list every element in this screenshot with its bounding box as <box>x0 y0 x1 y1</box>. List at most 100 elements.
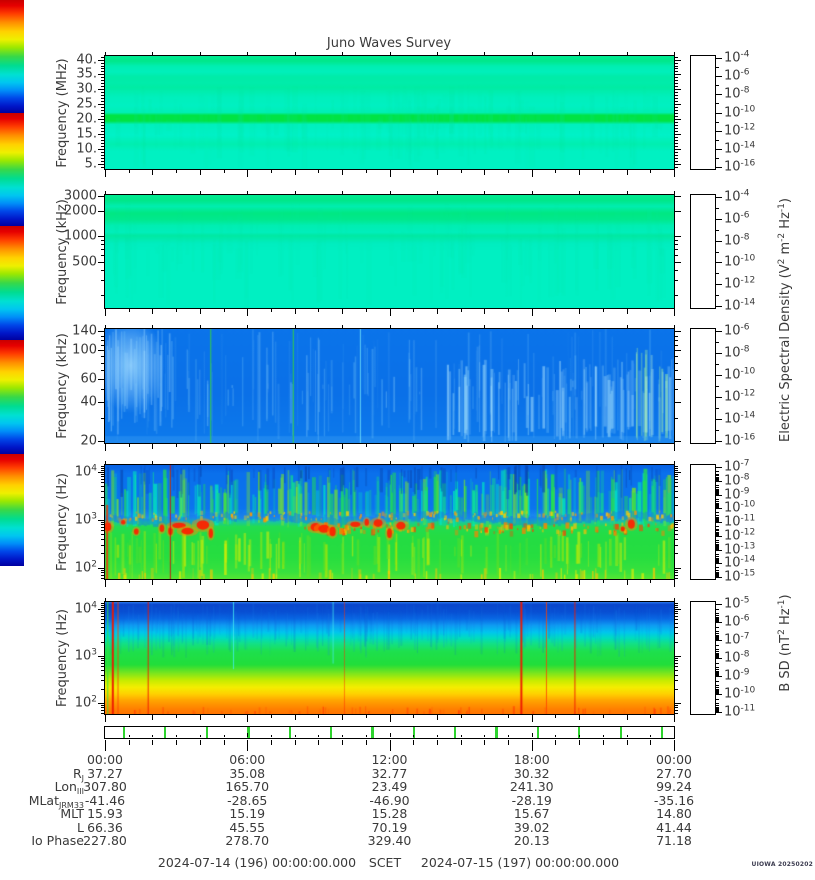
x-tick <box>460 309 462 312</box>
x-tick <box>389 170 391 177</box>
x-tick <box>508 715 510 718</box>
y-tick-minor <box>101 660 104 662</box>
colorbar-tick-major <box>716 480 722 482</box>
x-tick <box>342 580 344 585</box>
y-tick-minor <box>101 344 104 346</box>
y-tick-major <box>98 702 104 704</box>
y-tick-minor <box>675 56 678 58</box>
ephemeris-value: -28.19 <box>511 792 552 808</box>
colorbar-tick-minor <box>716 619 719 621</box>
x-tick <box>508 444 510 447</box>
y-tick-minor <box>101 280 104 282</box>
y-tick-label: 1000 <box>63 228 97 244</box>
x-tick-top <box>579 598 581 601</box>
x-tick-top <box>626 52 628 55</box>
y-tick-minor <box>675 482 678 484</box>
x-tick-top <box>484 52 486 55</box>
y-tick-minor <box>101 389 104 391</box>
y-tick-label: 10. <box>76 141 97 157</box>
y-tick-minor <box>101 269 104 271</box>
x-tick-top <box>294 52 296 55</box>
x-tick <box>342 444 344 449</box>
flag-mark <box>577 727 580 738</box>
flag-mark <box>495 727 499 738</box>
colorbar-tick-label: 10-14 <box>724 140 756 157</box>
colorbar-tick-minor <box>716 516 719 518</box>
x-tick <box>176 580 178 583</box>
colorbar-tick-minor <box>716 638 719 640</box>
x-tick <box>152 309 154 314</box>
colorbar-tick-minor <box>716 672 719 673</box>
y-tick-minor <box>675 534 678 536</box>
y-tick-minor <box>675 92 678 94</box>
x-tick <box>460 170 462 173</box>
colorbar-tick-minor <box>716 489 719 491</box>
x-tick <box>223 309 225 312</box>
y-tick-minor <box>101 294 104 296</box>
colorbar-tick-label: 10-13 <box>724 541 756 557</box>
flag-hour-tick <box>460 735 462 737</box>
y-tick-minor <box>675 710 678 712</box>
y-tick-minor <box>101 710 104 712</box>
y-tick-minor <box>675 151 678 153</box>
colorbar-tick-minor <box>716 636 719 637</box>
colorbar-tick-label: 10-14 <box>724 554 756 571</box>
x-tick-top <box>389 461 391 464</box>
colorbar-tick-minor <box>716 576 719 578</box>
x-tick-top <box>105 191 106 194</box>
y-tick-minor <box>675 476 678 478</box>
colorbar-tick-label: 10-8 <box>724 344 750 361</box>
credit-label: UIOWA 20250202 <box>751 861 813 868</box>
x-tick <box>105 170 106 177</box>
x-tick <box>531 309 533 316</box>
y-tick-label: 40 <box>80 394 97 410</box>
colorbar-tick-minor <box>716 657 719 659</box>
x-tick <box>105 715 106 722</box>
y-tick-major <box>675 567 681 569</box>
ephemeris-value: 37.27 <box>87 766 123 781</box>
colorbar-tick-major <box>716 604 722 605</box>
y-tick-minor <box>101 154 104 156</box>
ephemeris-value: -28.65 <box>227 792 268 808</box>
ephemeris-value: 241.30 <box>509 779 554 795</box>
x-tick <box>650 170 652 173</box>
x-tick <box>602 444 604 447</box>
x-tick <box>105 444 106 451</box>
y-tick-minor <box>101 166 104 168</box>
colorbar-tick-minor <box>716 491 719 493</box>
x-tick <box>199 444 201 449</box>
x-tick <box>152 170 154 175</box>
y-tick-minor <box>101 249 104 251</box>
x-tick <box>579 170 581 175</box>
y-tick-minor <box>675 101 678 103</box>
y-tick-minor <box>675 605 678 606</box>
x-tick-top <box>152 325 154 328</box>
time-ruler-tick <box>365 740 367 745</box>
ephemeris-value: 307.80 <box>83 779 127 795</box>
x-tick-top <box>484 191 486 194</box>
ephemeris-row-label: MLT <box>60 806 84 822</box>
y-tick-minor <box>101 122 104 124</box>
x-tick <box>436 444 438 449</box>
y-tick-minor <box>675 113 678 115</box>
y-tick-major <box>98 163 104 165</box>
flag-hour-tick <box>650 735 652 737</box>
x-tick <box>199 715 201 720</box>
colorbar-tick-minor <box>716 560 719 562</box>
colorbar-tick-major <box>716 535 722 537</box>
ephemeris-value: 15.93 <box>87 806 123 822</box>
y-tick-minor <box>675 466 678 468</box>
x-tick-top <box>247 461 249 464</box>
y-tick-minor <box>101 92 104 94</box>
y-tick-minor <box>101 553 104 555</box>
electric-survey-khz-low-spectrogram <box>105 329 674 443</box>
y-tick-minor <box>675 80 678 82</box>
x-tick <box>602 580 604 583</box>
y-tick-minor <box>675 110 678 112</box>
colorbar-tick-major <box>716 563 722 565</box>
x-tick-top <box>484 325 486 328</box>
time-ruler-tick <box>294 740 296 745</box>
colorbar-tick-minor <box>716 342 719 343</box>
x-tick-top <box>152 461 154 464</box>
